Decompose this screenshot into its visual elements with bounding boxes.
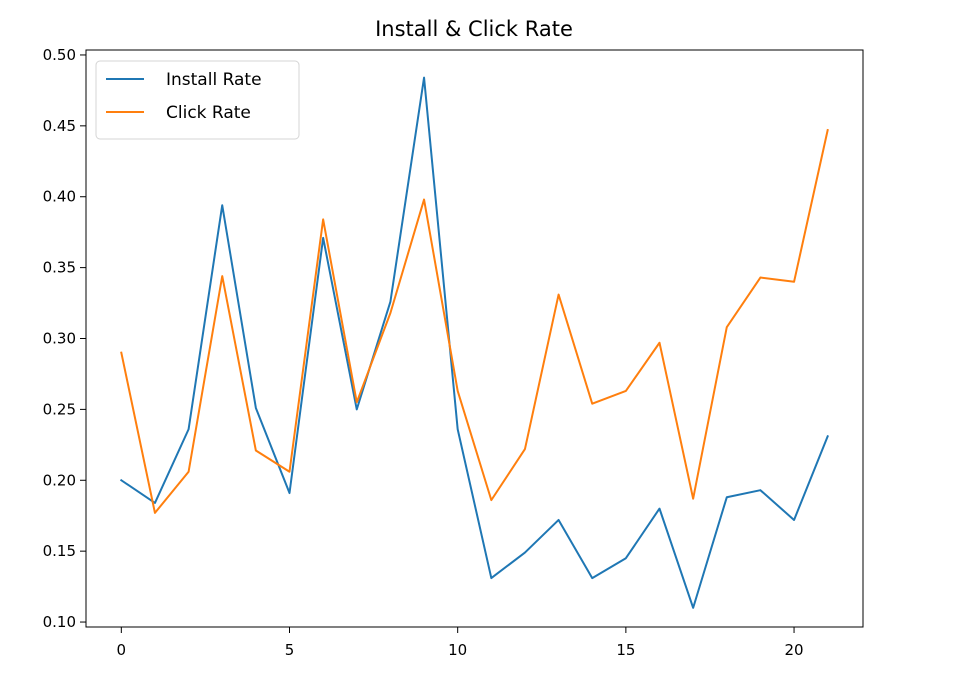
y-tick-label: 0.40 xyxy=(43,188,76,206)
plot-area xyxy=(119,76,829,609)
x-tick-label: 10 xyxy=(448,641,467,659)
axes: 0 5 10 15 20 0.10 0.15 0.20 0.25 0.30 0.35 0.40 0.45… xyxy=(43,46,864,659)
y-tick-label: 0.35 xyxy=(43,259,76,277)
legend-label-install-rate: Install Rate xyxy=(166,70,262,90)
x-tick-label: 20 xyxy=(784,641,803,659)
series-line-install-rate xyxy=(119,76,829,609)
x-tick-label: 0 xyxy=(117,641,127,659)
legend-label-click-rate: Click Rate xyxy=(166,103,251,123)
series-line-click-rate xyxy=(120,128,829,514)
y-tick-label: 0.45 xyxy=(43,117,76,135)
y-tick-label: 0.20 xyxy=(43,471,76,489)
y-tick-label: 0.10 xyxy=(43,613,76,631)
chart-title: Install & Click Rate xyxy=(375,17,573,41)
y-tick-label: 0.15 xyxy=(43,542,76,560)
x-tick-label: 15 xyxy=(616,641,635,659)
y-tick-label: 0.50 xyxy=(43,46,76,64)
y-tick-label: 0.30 xyxy=(43,330,76,348)
y-tick-label: 0.25 xyxy=(43,400,76,418)
legend-box xyxy=(95,60,300,140)
legend: Install Rate Click Rate xyxy=(95,60,300,140)
x-tick-label: 5 xyxy=(285,641,295,659)
